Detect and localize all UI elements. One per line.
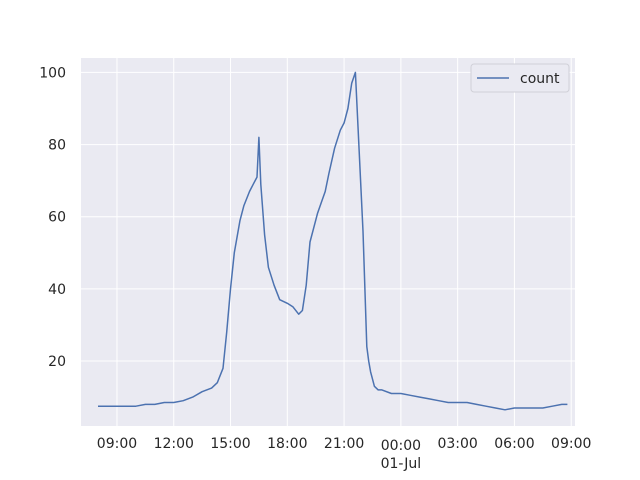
series-line-count — [98, 71, 568, 411]
y-tick-label: 40 — [48, 282, 66, 298]
y-tick-label: 60 — [48, 210, 66, 226]
x-tick-label: 06:00 — [494, 436, 534, 452]
legend-box — [470, 63, 570, 93]
x-tick-label: 12:00 — [154, 436, 194, 452]
y-tick-label: 100 — [39, 65, 66, 81]
x-tick-label: 03:00 — [437, 436, 477, 452]
legend-label-count: count — [520, 71, 560, 87]
x-tick-label: 15:00 — [210, 436, 250, 452]
legend: count — [470, 63, 570, 93]
x-tick-label: 09:00 — [97, 436, 137, 452]
x-tick-label: 00:00 01-Jul — [381, 438, 422, 472]
y-axis-ticks: 20 40 60 80 100 — [39, 65, 66, 370]
x-axis-ticks: 09:00 12:00 15:00 18:00 21:00 00:00 01-Jul 03:0… — [97, 436, 592, 472]
x-tick-label: 09:00 — [551, 436, 591, 452]
plot-area — [81, 58, 575, 426]
y-tick-label: 20 — [48, 354, 66, 370]
y-tick-label: 80 — [48, 138, 66, 154]
x-tick-label: 21:00 — [324, 436, 364, 452]
x-tick-label: 18:00 — [267, 436, 307, 452]
